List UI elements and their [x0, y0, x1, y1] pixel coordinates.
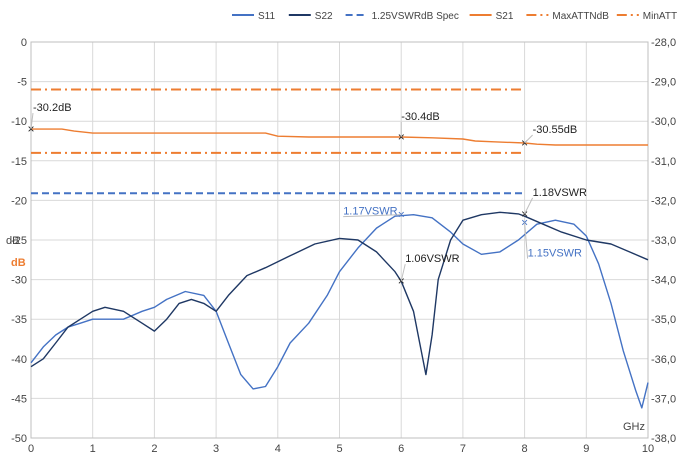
secondary-y-tick-label: -33,0: [651, 235, 676, 247]
x-tick-label: 2: [151, 443, 157, 454]
secondary-y-tick-label: -29,0: [651, 77, 676, 89]
legend: S11 S22 1.25VSWRdB Spec S21 MaxATTNdB MinATTN…: [232, 11, 677, 22]
y-tick-label: -25: [11, 235, 27, 247]
y-tick-label: -20: [11, 195, 27, 207]
legend-entry: S21: [496, 11, 514, 22]
x-tick-label: 7: [460, 443, 466, 454]
annotation: ×-30.4dB: [398, 111, 440, 144]
annotation: ×-30.2dB: [27, 102, 71, 136]
series-s11: [30, 213, 649, 409]
secondary-y-tick-label: -34,0: [651, 275, 676, 287]
y-tick-label: -45: [11, 393, 27, 405]
annotations: ×-30.2dB ×-30.4dB ×-30.55dB ×1.17VSWR ×1.18V…: [27, 102, 587, 288]
annotation: ×1.17VSWR: [343, 206, 405, 222]
secondary-y-tick-label: -28,0: [651, 37, 676, 49]
series-lines: [30, 88, 649, 409]
x-tick-label: 4: [275, 443, 281, 454]
y-axis-ticks: 0 -5 -10 -15 -20 -25 -30 -35 -40 -45 -50: [11, 37, 27, 445]
legend-entry: S22: [315, 11, 333, 22]
secondary-y-tick-label: -32,0: [651, 195, 676, 207]
y-tick-label: -35: [11, 314, 27, 326]
series-s22: [30, 211, 649, 376]
annotation-label: -30.2dB: [33, 102, 72, 114]
x-axis-unit-label: GHz: [623, 421, 645, 433]
gridlines: [30, 41, 649, 439]
x-tick-label: 1: [90, 443, 96, 454]
legend-entry: MinATTNdB: [643, 11, 677, 22]
y-tick-label: -5: [17, 77, 27, 89]
annotation-leader: [30, 113, 34, 130]
annotation-leader: [400, 264, 406, 282]
secondary-y-axis-label: dB: [11, 257, 26, 269]
annotation-leader: [524, 134, 533, 144]
y-axis-label: dB: [6, 235, 19, 247]
secondary-y-tick-label: -31,0: [651, 156, 676, 168]
legend-entry: MaxATTNdB: [552, 11, 609, 22]
y-tick-label: -10: [11, 116, 27, 128]
annotation-label: 1.15VSWR: [528, 248, 582, 260]
plot-frame: [30, 41, 649, 439]
annotation-leader: [343, 214, 402, 218]
annotation: ×1.18VSWR: [521, 187, 587, 221]
x-tick-label: 5: [336, 443, 342, 454]
y-tick-label: -15: [11, 156, 27, 168]
x-tick-label: 8: [522, 443, 528, 454]
y-tick-label: -50: [11, 433, 27, 445]
annotation: ×1.06VSWR: [398, 253, 460, 288]
annotation-label: 1.06VSWR: [405, 253, 459, 265]
annotation-label: -30.55dB: [533, 124, 578, 136]
annotation: ×-30.55dB: [521, 124, 577, 150]
secondary-y-tick-label: -36,0: [651, 354, 676, 366]
secondary-y-tick-label: -30,0: [651, 116, 676, 128]
annotation-label: 1.17VSWR: [343, 206, 397, 218]
legend-entry: 1.25VSWRdB Spec: [372, 11, 459, 22]
y-tick-label: 0: [21, 37, 27, 49]
annotation-label: -30.4dB: [401, 111, 440, 123]
annotation-leader: [524, 197, 534, 215]
secondary-y-tick-label: -37,0: [651, 393, 676, 405]
y-tick-label: -30: [11, 275, 27, 287]
annotation-leader: [524, 222, 529, 259]
y-tick-label: -40: [11, 354, 27, 366]
legend-entry: S11: [258, 11, 275, 22]
x-tick-label: 6: [398, 443, 404, 454]
x-tick-label: 10: [642, 443, 654, 454]
annotation-label: 1.18VSWR: [533, 187, 587, 199]
secondary-y-axis-ticks: -28,0 -29,0 -30,0 -31,0 -32,0 -33,0 -34,0 -35,0…: [651, 37, 676, 445]
x-tick-label: 0: [28, 443, 34, 454]
x-tick-label: 3: [213, 443, 219, 454]
x-tick-label: 9: [583, 443, 589, 454]
secondary-y-tick-label: -35,0: [651, 314, 676, 326]
secondary-y-tick-label: -38,0: [651, 433, 676, 445]
annotation: ×1.15VSWR: [521, 216, 582, 260]
x-axis-ticks: 0 1 2 3 4 5 6 7 8 9 10: [28, 443, 654, 454]
series-s21: [31, 128, 648, 146]
